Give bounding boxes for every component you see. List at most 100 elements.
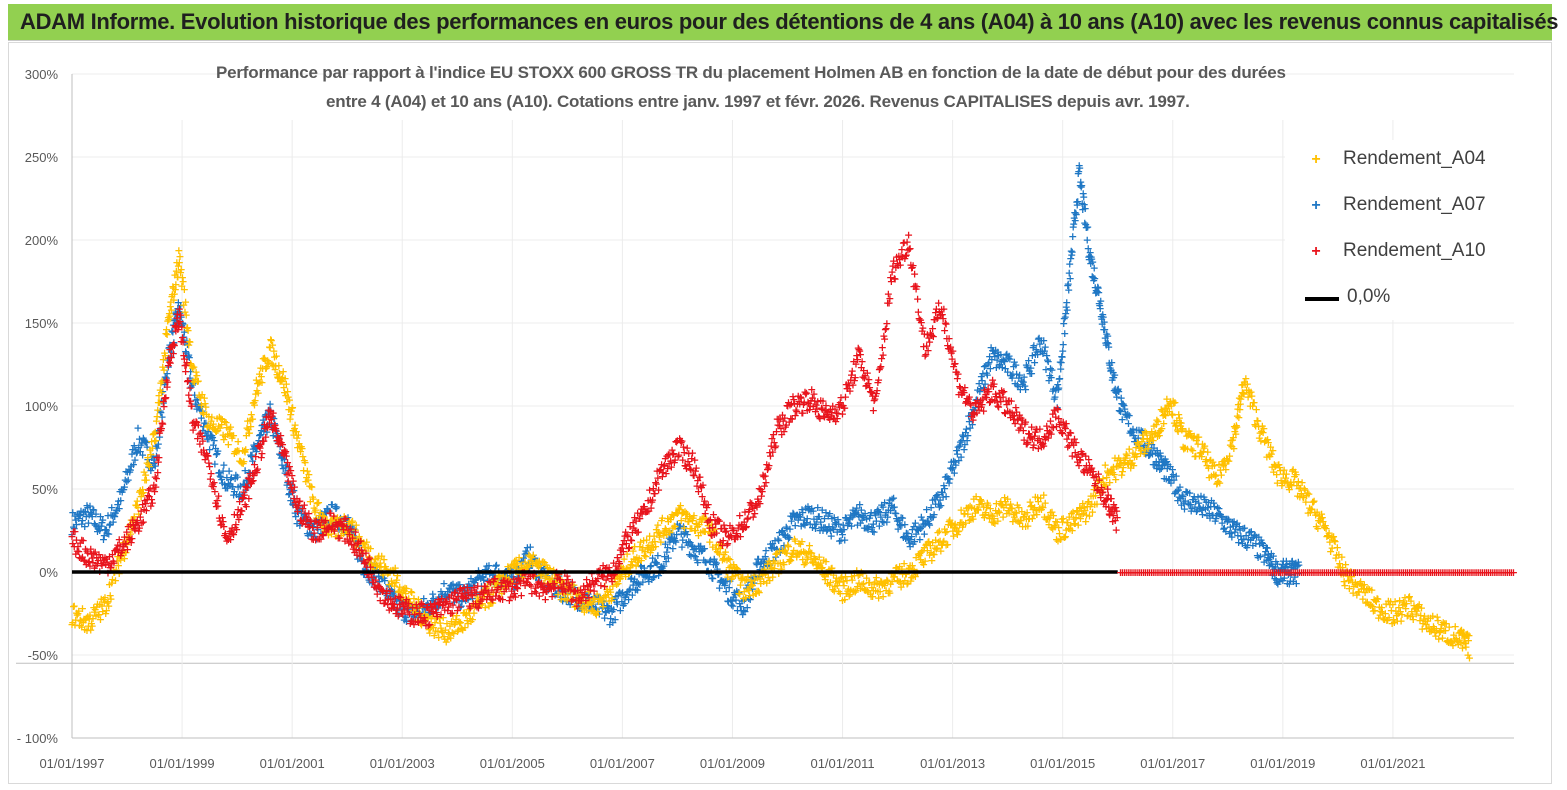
data-point: + [301, 511, 310, 524]
data-point: + [167, 346, 176, 359]
y-tick-label: 300% [25, 67, 59, 82]
data-point: + [164, 361, 173, 374]
data-point: + [424, 598, 433, 611]
data-point: + [268, 410, 277, 423]
data-point: + [110, 510, 119, 523]
data-point: + [614, 587, 623, 600]
data-point: + [624, 593, 633, 606]
data-point: + [535, 569, 544, 582]
data-point: + [576, 592, 585, 605]
data-point: + [142, 436, 151, 449]
data-point: + [636, 559, 645, 572]
data-point: + [478, 571, 487, 584]
data-point: + [592, 603, 601, 616]
data-point: + [291, 510, 300, 523]
data-point: + [550, 575, 559, 588]
data-point: + [88, 510, 97, 523]
data-point: + [418, 601, 427, 614]
x-tick-label: 01/01/1997 [39, 756, 104, 771]
data-point: + [141, 436, 150, 449]
data-point: + [451, 584, 460, 597]
data-point: + [647, 559, 656, 572]
data-point: + [286, 483, 295, 496]
data-point: + [344, 515, 353, 528]
data-point: + [349, 525, 358, 538]
data-point: + [204, 433, 213, 446]
data-point: + [182, 334, 191, 347]
data-point: + [291, 506, 300, 519]
data-point: + [564, 595, 573, 608]
data-point: + [484, 559, 493, 572]
data-point: + [179, 331, 188, 344]
data-point: + [469, 575, 478, 588]
data-point: + [412, 606, 421, 619]
data-point: + [496, 573, 505, 586]
data-point: + [412, 608, 421, 621]
data-point: + [913, 293, 922, 306]
data-point: + [608, 616, 617, 629]
data-point: + [215, 469, 224, 482]
data-point: + [580, 600, 589, 613]
data-point: + [463, 593, 472, 606]
data-point: + [363, 558, 372, 571]
data-point: + [214, 467, 223, 480]
data-point: + [1110, 368, 1119, 381]
data-point: + [547, 578, 556, 591]
data-point: + [520, 548, 529, 561]
data-point: + [207, 429, 216, 442]
data-point: + [568, 579, 577, 592]
data-point: + [531, 571, 540, 584]
data-point: + [631, 584, 640, 597]
data-point: + [148, 461, 157, 474]
data-point: + [585, 602, 594, 615]
data-point: + [563, 587, 572, 600]
data-point: + [234, 490, 243, 503]
data-point: + [302, 515, 311, 528]
data-point: + [188, 377, 197, 390]
data-point: + [175, 306, 184, 319]
data-point: + [317, 507, 326, 520]
data-point: + [648, 552, 657, 565]
data-point: + [95, 524, 104, 537]
data-point: + [231, 469, 240, 482]
data-point: + [381, 586, 390, 599]
data-point: + [287, 478, 296, 491]
data-point: + [632, 583, 641, 596]
data-point: + [422, 599, 431, 612]
data-point: + [256, 428, 265, 441]
data-point: + [107, 501, 116, 514]
report-title: ADAM Informe. Evolution historique des p… [20, 9, 1559, 35]
data-point: + [289, 499, 298, 512]
data-point: + [496, 574, 505, 587]
data-point: + [100, 523, 109, 536]
data-point: + [338, 514, 347, 527]
data-point: + [608, 605, 617, 618]
data-point: + [182, 356, 191, 369]
data-point: + [106, 593, 115, 606]
data-point: + [507, 570, 516, 583]
data-point: + [545, 572, 554, 585]
data-point: + [491, 559, 500, 572]
data-point: + [138, 448, 147, 461]
data-point: + [149, 457, 158, 470]
data-point: + [272, 435, 281, 448]
data-point: + [504, 562, 513, 575]
data-point: + [127, 447, 136, 460]
data-point: + [336, 511, 345, 524]
data-point: + [119, 483, 128, 496]
data-point: + [276, 448, 285, 461]
data-point: + [401, 611, 410, 624]
data-point: + [490, 577, 499, 590]
data-point: + [472, 573, 481, 586]
data-point: + [279, 449, 288, 462]
data-point: + [397, 603, 406, 616]
data-point: + [218, 477, 227, 490]
data-point: + [562, 582, 571, 595]
data-point: + [288, 497, 297, 510]
data-point: + [559, 582, 568, 595]
data-point: + [135, 432, 144, 445]
data-point: + [184, 348, 193, 361]
data-point: + [267, 421, 276, 434]
data-point: + [595, 608, 604, 621]
data-point: + [526, 540, 535, 553]
